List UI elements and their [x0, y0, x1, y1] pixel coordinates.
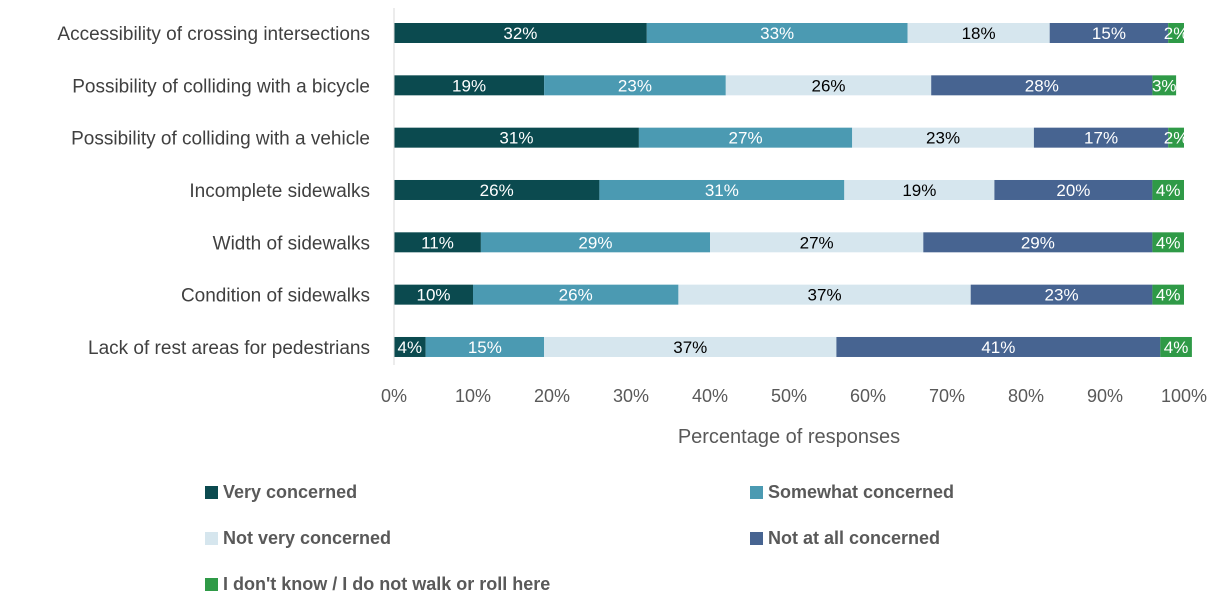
bar-segment — [1168, 23, 1184, 43]
bar-segment — [1160, 336, 1192, 357]
bar-data-label: 29% — [1021, 233, 1055, 252]
bar-segment — [931, 75, 1153, 96]
bar-segment — [394, 336, 426, 357]
bar-data-label: 27% — [800, 233, 834, 252]
bar-segment — [1152, 232, 1184, 253]
bar-segment — [994, 179, 1153, 200]
bar-data-label: 4% — [398, 338, 423, 357]
bar-segment — [599, 179, 845, 200]
x-tick-label: 60% — [850, 386, 886, 406]
bar-data-label: 17% — [1084, 129, 1118, 148]
x-tick-label: 80% — [1008, 386, 1044, 406]
bar-segment — [1152, 75, 1177, 96]
bar-segment — [852, 127, 1034, 148]
bar-data-label: 41% — [981, 338, 1015, 357]
category-label: Incomplete sidewalks — [189, 181, 370, 202]
bar-data-label: 19% — [452, 76, 486, 95]
bar-segment — [844, 179, 995, 200]
x-tick-label: 90% — [1087, 386, 1123, 406]
bar-segment — [473, 284, 679, 305]
bar-segment — [394, 179, 600, 200]
bar-data-label: 23% — [926, 129, 960, 148]
bar-segment — [425, 336, 545, 357]
bar-data-label: 31% — [705, 181, 739, 200]
category-label: Possibility of colliding with a bicycle — [72, 76, 370, 97]
bar-segment — [1168, 127, 1184, 148]
bar-data-label: 28% — [1025, 76, 1059, 95]
bar-segment — [394, 284, 473, 305]
bar-data-label: 4% — [1156, 181, 1181, 200]
bar-data-label: 20% — [1056, 181, 1090, 200]
bar-data-label: 18% — [962, 24, 996, 43]
bar-data-label: 26% — [480, 181, 514, 200]
bar-segment — [1152, 284, 1184, 305]
x-tick-label: 20% — [534, 386, 570, 406]
bar-data-label: 19% — [902, 181, 936, 200]
bar-data-label: 31% — [499, 129, 533, 148]
bar-segment — [923, 232, 1153, 253]
bar-segment — [638, 127, 853, 148]
bar-data-label: 26% — [559, 286, 593, 305]
bar-segment — [544, 75, 726, 96]
bar-segment — [394, 232, 481, 253]
category-label: Possibility of colliding with a vehicle — [71, 129, 370, 150]
bar-data-label: 3% — [1152, 76, 1177, 95]
x-tick-label: 100% — [1161, 386, 1207, 406]
bar-data-label: 26% — [811, 76, 845, 95]
category-label: Lack of rest areas for pedestrians — [88, 338, 370, 359]
bar-data-label: 27% — [729, 129, 763, 148]
bar-data-label: 32% — [503, 24, 537, 43]
bar-segment — [710, 232, 924, 253]
x-tick-label: 40% — [692, 386, 728, 406]
bar-data-label: 4% — [1156, 233, 1181, 252]
bar-segment — [836, 336, 1161, 357]
bar-data-label: 33% — [760, 24, 794, 43]
x-tick-label: 0% — [381, 386, 407, 406]
x-tick-label: 50% — [771, 386, 807, 406]
bar-data-label: 4% — [1164, 338, 1189, 357]
category-label: Width of sidewalks — [213, 233, 370, 254]
bar-segment — [725, 75, 932, 96]
bar-segment — [1049, 23, 1169, 43]
bar-data-label: 11% — [421, 233, 454, 252]
x-tick-label: 70% — [929, 386, 965, 406]
bar-segment — [480, 232, 710, 253]
category-label: Accessibility of crossing intersections — [57, 24, 370, 45]
bar-data-label: 37% — [673, 338, 707, 357]
bar-data-label: 23% — [618, 76, 652, 95]
x-tick-labels: 0% 10% 20% 30% 40% 50% 60% 70% 80% 90% 100% — [381, 386, 1207, 406]
bar-segment — [394, 127, 639, 148]
category-label: Condition of sidewalks — [181, 286, 370, 307]
bar-segment — [394, 75, 545, 96]
bar-segment — [678, 284, 971, 305]
bar-segment — [1033, 127, 1169, 148]
bar-data-labels: 32% 33% 18% 15% 2% 19% 23% 26% 28% 3% 31% 27% 23% 17%… — [398, 24, 1189, 357]
bar-data-label: 2% — [1164, 24, 1189, 43]
bar-marks — [394, 23, 1192, 357]
bar-segment — [1152, 179, 1184, 200]
bar-data-label: 15% — [468, 338, 502, 357]
bar-data-label: 15% — [1092, 24, 1126, 43]
bar-segment — [907, 23, 1050, 43]
bar-data-label: 29% — [578, 233, 612, 252]
bar-data-label: 23% — [1045, 286, 1079, 305]
x-axis-title: Percentage of responses — [678, 426, 900, 448]
bar-data-label: 37% — [808, 286, 842, 305]
bar-segment — [394, 23, 647, 43]
bar-data-label: 2% — [1164, 129, 1189, 148]
bar-segment — [646, 23, 908, 43]
bar-segment — [544, 336, 837, 357]
x-tick-label: 10% — [455, 386, 491, 406]
category-labels: Accessibility of crossing intersections P… — [57, 24, 370, 359]
bar-data-label: 4% — [1156, 286, 1181, 305]
bar-segment — [970, 284, 1153, 305]
bar-data-label: 10% — [416, 286, 450, 305]
x-tick-label: 30% — [613, 386, 649, 406]
